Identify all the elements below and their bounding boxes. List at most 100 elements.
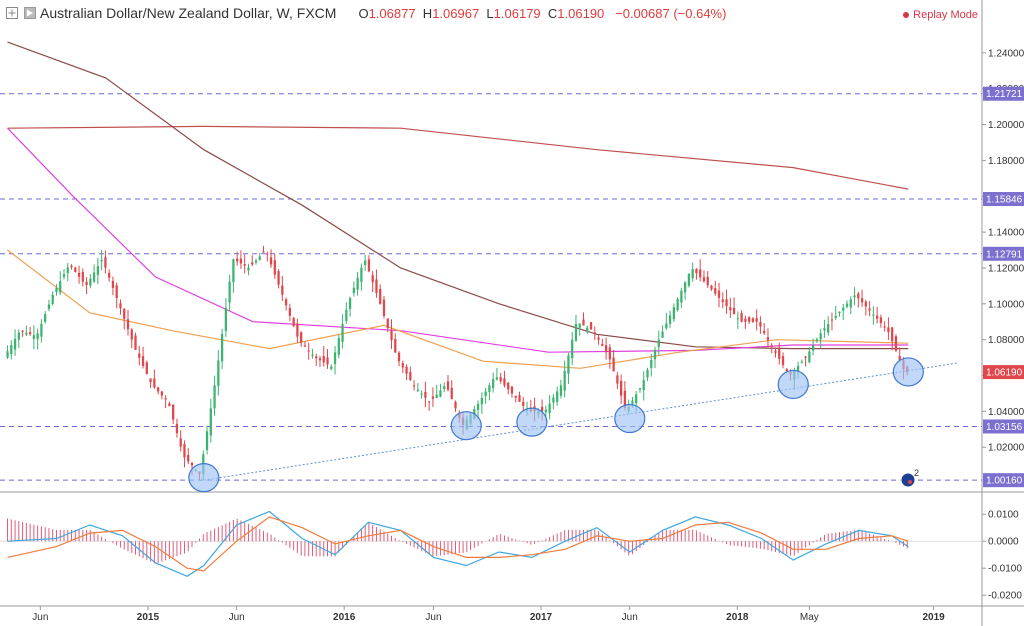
candle-body-118 <box>450 387 453 400</box>
candle-body-194 <box>736 318 739 320</box>
candle-body-27 <box>108 272 111 278</box>
symbol-controls[interactable] <box>6 7 36 19</box>
candle-body-206 <box>781 356 785 366</box>
candle-body-230 <box>872 314 875 316</box>
open-label: O <box>358 5 369 21</box>
candle-body-152 <box>578 323 581 328</box>
candle-body-49 <box>190 462 194 466</box>
candle-body-160 <box>608 347 611 360</box>
candle-body-75 <box>288 307 291 316</box>
low-highlight-4 <box>777 369 809 400</box>
candle-body-94 <box>360 267 363 282</box>
x-tick-label-9: 2019 <box>922 612 945 623</box>
candle-body-207 <box>785 369 788 372</box>
level-tag-0 <box>983 86 1024 101</box>
candle-body-79 <box>303 345 307 347</box>
candle-body-102 <box>390 329 393 341</box>
candle-body-63 <box>243 264 246 266</box>
candle-body-114 <box>435 394 438 399</box>
y-tick-label-2: 1.20000 <box>988 120 1024 131</box>
collapse-icon[interactable] <box>24 7 36 19</box>
candle-body-149 <box>567 355 570 374</box>
candle-body-91 <box>348 298 352 309</box>
level-tag-1 <box>983 192 1024 207</box>
candle-body-60 <box>232 259 235 283</box>
candle-body-41 <box>160 391 164 396</box>
x-tick-label-3: 2016 <box>333 612 356 623</box>
flag-icon <box>900 472 916 488</box>
candle-body-80 <box>307 350 310 352</box>
replay-mode[interactable]: Replay Mode <box>903 9 978 21</box>
candle-body-229 <box>868 308 871 311</box>
candle-body-31 <box>123 308 126 319</box>
candle-body-163 <box>620 380 623 396</box>
candle-body-185 <box>702 277 706 282</box>
candle-body-187 <box>710 285 713 290</box>
candle-body-74 <box>284 299 288 306</box>
candle-body-133 <box>507 382 510 390</box>
candle-body-196 <box>744 318 747 322</box>
candle-body-172 <box>653 349 657 360</box>
change-value: −0.00687 (−0.64%) <box>615 5 727 21</box>
candle-body-201 <box>763 330 766 334</box>
replay-dot-icon <box>903 12 910 19</box>
candle-body-6 <box>28 332 32 334</box>
expand-icon[interactable] <box>6 7 18 19</box>
candle-body-61 <box>236 258 239 262</box>
x-tick-label-2: Jun <box>229 612 245 623</box>
candle-body-215 <box>815 339 819 341</box>
y-tick-label-5: 1.14000 <box>988 228 1024 239</box>
candle-body-48 <box>187 454 190 462</box>
candle-body-171 <box>650 359 653 368</box>
candle-body-11 <box>47 304 51 309</box>
candle-body-216 <box>819 333 822 340</box>
candle-body-158 <box>601 344 604 346</box>
candle-body-7 <box>32 335 36 339</box>
level-label-0: 1.21721 <box>986 89 1023 100</box>
candle-body-154 <box>586 327 589 331</box>
candle-body-199 <box>755 318 758 322</box>
candle-body-26 <box>104 257 107 268</box>
candle-body-3 <box>17 332 20 340</box>
last-price-tag <box>983 365 1024 380</box>
candle-body-144 <box>548 403 551 414</box>
close-value: 1.06190 <box>557 5 605 21</box>
candle-body-22 <box>89 278 92 286</box>
candle-body-47 <box>183 443 186 458</box>
candle-body-78 <box>300 332 303 343</box>
candle-body-137 <box>522 401 525 406</box>
macd-line-1 <box>7 516 909 572</box>
candle-body-44 <box>172 404 175 420</box>
candle-body-70 <box>269 257 273 265</box>
candle-body-100 <box>382 299 386 316</box>
candle-body-53 <box>205 431 209 450</box>
candle-body-195 <box>740 313 743 322</box>
candle-body-8 <box>36 333 39 340</box>
candle-body-127 <box>484 391 487 397</box>
candle-body-221 <box>838 311 841 314</box>
candle-body-96 <box>367 259 371 272</box>
candle-body-164 <box>623 390 627 408</box>
candle-body-132 <box>503 378 506 386</box>
candle-body-198 <box>751 318 755 322</box>
candle-body-217 <box>823 328 826 331</box>
candle-body-16 <box>66 267 69 274</box>
ohlc-readout: O1.06877 H1.06967 L1.06179 C1.06190 −0.0… <box>358 6 726 21</box>
candle-body-233 <box>883 326 886 328</box>
candle-body-203 <box>770 345 773 347</box>
candle-body-181 <box>687 273 691 286</box>
low-label: L <box>486 5 494 21</box>
candle-body-66 <box>254 260 258 263</box>
x-tick-label-1: 2015 <box>137 612 160 623</box>
candle-body-40 <box>156 387 160 392</box>
candle-body-117 <box>446 381 450 390</box>
candle-body-43 <box>168 403 171 407</box>
candle-body-156 <box>593 332 596 334</box>
candle-body-5 <box>25 332 28 335</box>
candle-body-46 <box>179 438 182 447</box>
candle-body-211 <box>800 361 803 363</box>
macd-y-tick-label-3: -0.0200 <box>988 591 1022 602</box>
candle-body-237 <box>898 355 901 360</box>
y-tick-label-11: 1.02000 <box>988 443 1024 454</box>
candle-body-184 <box>699 269 702 278</box>
